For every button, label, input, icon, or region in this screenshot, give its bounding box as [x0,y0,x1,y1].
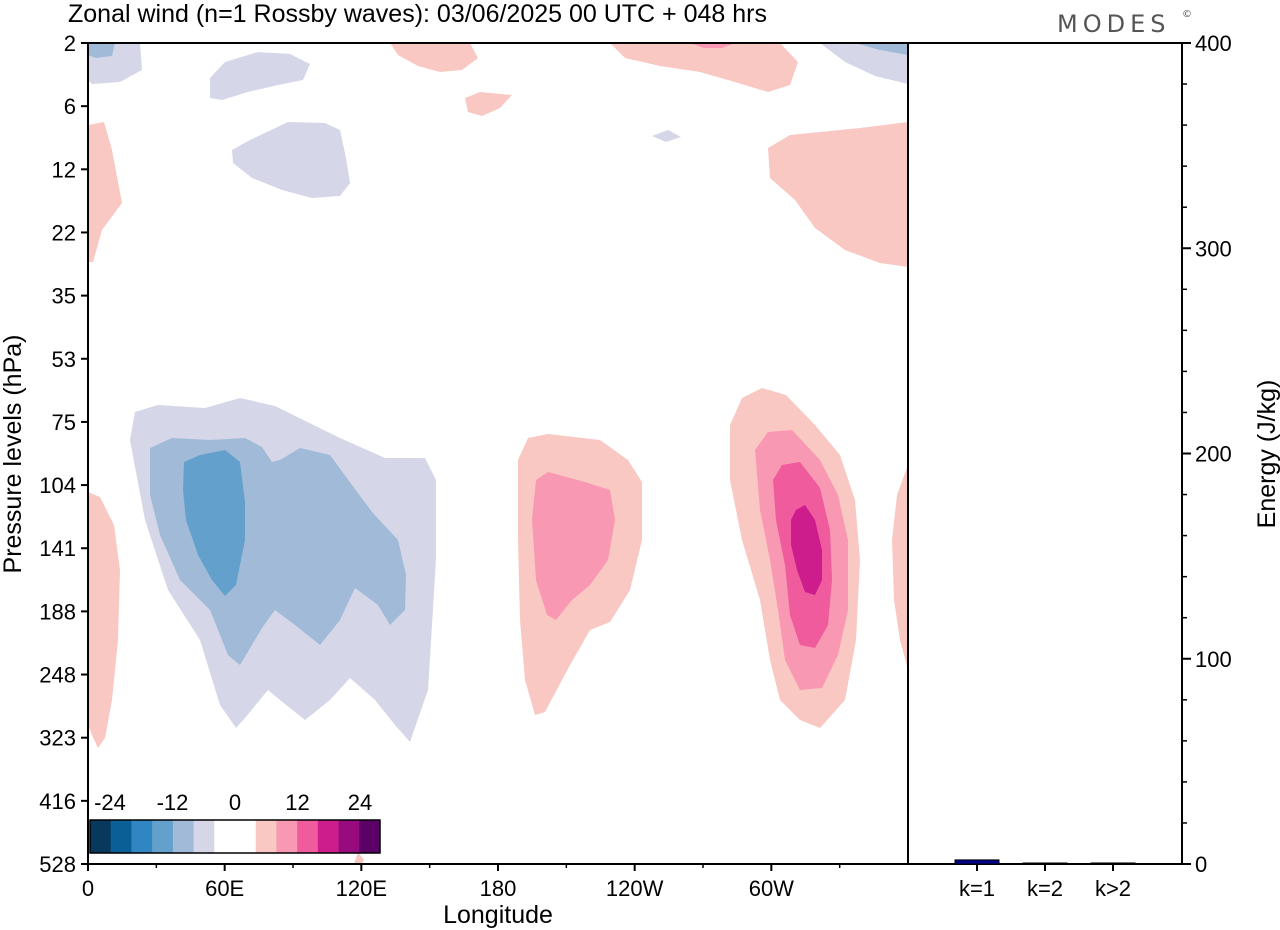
contour-pos-right-upper [768,122,908,267]
pressure-tick-label: 528 [39,852,76,877]
energy-bars [954,859,1136,865]
contour-pos-left-lower [88,492,120,748]
pressure-tick-label: 53 [52,347,76,372]
contour-pos-bottom-small [354,852,364,864]
energy-category-label: k=1 [959,876,995,901]
longitude-tick-label: 120W [606,876,664,901]
colorbar-label: -24 [94,790,126,815]
energy-tick-label: 300 [1195,236,1232,261]
pressure-tick-label: 75 [52,410,76,435]
colorbar-swatch [172,820,195,853]
contour-pos-top-1 [390,43,478,72]
colorbar-label: 24 [348,790,372,815]
pressure-axis-label: Pressure levels (hPa) [0,335,27,574]
colorbar-label: 0 [229,790,241,815]
colorbar-swatch [255,820,277,853]
colorbar: -24 -12 0 12 24 [89,790,381,854]
energy-axis: 0 100 200 300 400 [1182,31,1232,877]
pressure-tick-label: 248 [39,663,76,688]
contour-field [87,42,909,865]
colorbar-swatch [338,820,360,853]
energy-tick-label: 0 [1195,852,1207,877]
chart-title: Zonal wind (n=1 Rossby waves): 03/06/202… [68,0,767,28]
longitude-tick-label: 60W [749,876,794,901]
pressure-tick-label: 2 [64,31,76,56]
energy-bar [954,859,1000,865]
energy-category-label: k=2 [1027,876,1063,901]
colorbar-label: 12 [285,790,309,815]
colorbar-swatch [152,820,174,853]
contour-pos-top-3 [465,92,512,116]
contour-neg-top-right-core [855,43,908,55]
colorbar-frame [89,819,381,854]
pressure-tick-label: 188 [39,599,76,624]
energy-axis-label: Energy (J/kg) [1253,380,1280,529]
brand-mark: © [1182,9,1192,20]
pressure-tick-label: 22 [52,220,76,245]
longitude-axis: 0 60E 120E 180 120W 60W [82,864,841,901]
pressure-tick-label: 141 [39,536,76,561]
colorbar-swatch [317,820,340,853]
energy-tick-label: 400 [1195,31,1232,56]
colorbar-swatch [90,820,112,853]
colorbar-label: -12 [157,790,189,815]
colorbar-swatch [214,820,236,853]
contour-pos-right-lower [892,465,908,670]
energy-category-label: k>2 [1095,876,1131,901]
colorbar-swatch [297,820,319,853]
contour-pos-top-2 [610,43,798,92]
colorbar-swatch [235,820,257,853]
colorbar-swatch [359,820,381,853]
longitude-tick-label: 60E [205,876,244,901]
colorbar-swatch [110,820,132,853]
pressure-tick-label: 323 [39,726,76,751]
longitude-axis-label: Longitude [443,901,553,929]
contour-neg-upper-1 [210,52,310,100]
colorbar-swatch [276,820,298,853]
pressure-tick-label: 416 [39,789,76,814]
energy-bar [1022,862,1068,865]
pressure-tick-label: 35 [52,284,76,309]
contour-pos-center-core [532,472,615,620]
contour-neg-upper-2 [232,122,350,198]
energy-panel-frame [907,42,1183,865]
pressure-tick-label: 12 [52,157,76,182]
longitude-tick-label: 0 [82,876,94,901]
contour-pos-top-2-core [690,43,735,48]
colorbar-swatch [131,820,153,853]
energy-tick-label: 100 [1195,647,1232,672]
brand-logo: MODES [1057,10,1170,38]
energy-bar [1090,862,1136,865]
energy-categories: k=1 k=2 k>2 [959,864,1131,901]
contour-neg-top-right [820,43,908,84]
colorbar-swatch [193,820,215,853]
energy-tick-label: 200 [1195,442,1232,467]
pressure-tick-label: 104 [39,473,76,498]
pressure-axis: 2 6 12 22 35 53 75 104 141 188 248 323 416 528 [39,31,88,877]
pressure-tick-label: 6 [64,94,76,119]
longitude-tick-label: 180 [480,876,517,901]
contour-pos-left-upper [88,122,122,262]
contour-neg-top-left-core [88,43,115,58]
contour-neg-core [183,450,245,596]
contour-neg-upper-3 [652,130,681,142]
energy-panel: 0 100 200 300 400 k=1 k=2 k>2 [907,31,1232,901]
longitude-tick-label: 120E [336,876,387,901]
contour-pos-right-max [791,505,822,595]
